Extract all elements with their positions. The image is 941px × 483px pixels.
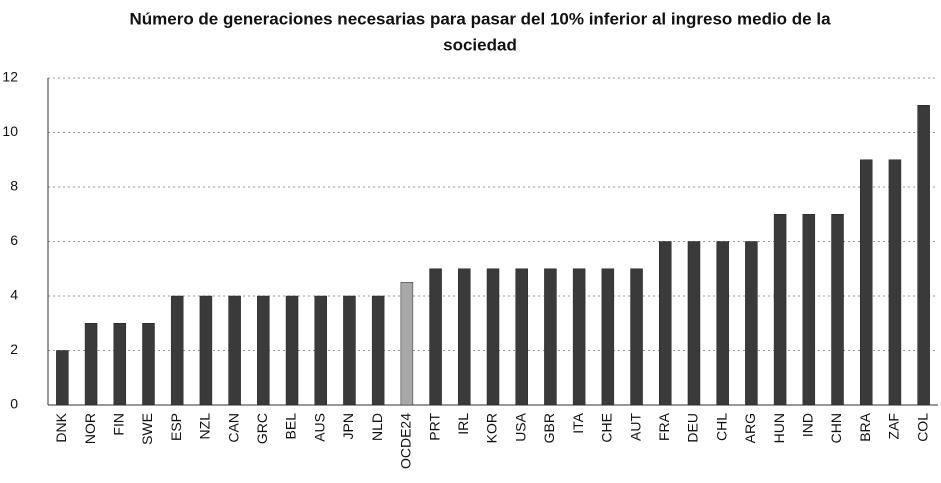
- x-tick-label: CHL: [713, 413, 729, 441]
- bar: [802, 214, 816, 406]
- x-tick-label: ESP: [168, 413, 184, 441]
- x-tick-label: IND: [800, 413, 816, 437]
- bar: [257, 295, 270, 406]
- bar: [314, 295, 327, 406]
- x-tick-label: CAN: [225, 413, 241, 443]
- bar: [228, 295, 241, 406]
- y-tick-label: 2: [10, 341, 18, 357]
- bar: [142, 323, 155, 406]
- x-tick-label: CHE: [599, 413, 615, 443]
- x-tick-label: FIN: [110, 413, 126, 436]
- x-tick-label: BRA: [857, 412, 873, 441]
- bar: [458, 268, 471, 406]
- bar: [687, 241, 701, 406]
- bar: [572, 268, 586, 406]
- bar: [285, 295, 299, 406]
- x-tick-label: OCDE24: [398, 413, 414, 469]
- x-tick-label: NLD: [369, 413, 385, 441]
- x-tick-label: GRC: [254, 413, 270, 444]
- x-tick-label: NZL: [197, 413, 213, 440]
- bar: [199, 295, 213, 406]
- x-tick-label: DEU: [685, 413, 701, 443]
- bar: [371, 295, 385, 406]
- bar: [831, 214, 844, 406]
- chart-title: sociedad: [443, 35, 517, 54]
- bar: [773, 214, 787, 406]
- y-tick-label: 4: [10, 287, 18, 303]
- bar: [429, 268, 442, 406]
- y-tick-label: 12: [2, 69, 18, 85]
- x-tick-label: COL: [914, 413, 930, 442]
- x-tick-label: JPN: [340, 413, 356, 439]
- x-tick-label: AUS: [311, 413, 327, 442]
- y-tick-label: 6: [10, 232, 18, 248]
- bar: [659, 241, 672, 406]
- x-tick-label: AUT: [627, 413, 643, 441]
- x-tick-label: CHN: [828, 413, 844, 443]
- bar: [113, 323, 127, 406]
- bar: [716, 241, 729, 406]
- x-tick-label: BEL: [283, 413, 299, 440]
- y-tick-label: 8: [10, 178, 18, 194]
- bar: [343, 295, 356, 406]
- bar: [745, 241, 758, 406]
- x-tick-label: PRT: [426, 413, 442, 441]
- bar: [544, 268, 557, 406]
- x-tick-label: KOR: [484, 413, 500, 443]
- bar: [486, 268, 500, 406]
- x-tick-label: ARG: [742, 413, 758, 443]
- bar: [84, 323, 98, 406]
- x-tick-label: FRA: [656, 412, 672, 441]
- x-tick-label: GBR: [541, 413, 557, 443]
- y-tick-label: 0: [10, 396, 18, 412]
- bar: [170, 295, 184, 406]
- x-tick-label: NOR: [82, 413, 98, 444]
- chart-title: Número de generaciones necesarias para p…: [129, 9, 831, 28]
- bar: [400, 282, 414, 406]
- x-tick-label: ITA: [570, 412, 586, 433]
- x-tick-label: ZAF: [886, 413, 902, 439]
- x-tick-label: IRL: [455, 413, 471, 435]
- bar: [917, 105, 930, 406]
- bar: [515, 268, 528, 406]
- bar: [56, 350, 69, 406]
- x-tick-label: SWE: [139, 413, 155, 445]
- y-tick-label: 10: [2, 123, 18, 139]
- bar: [630, 268, 643, 406]
- x-tick-label: HUN: [771, 413, 787, 443]
- x-tick-label: DNK: [53, 412, 69, 442]
- bar: [888, 159, 902, 406]
- bar: [601, 268, 615, 406]
- bar: [859, 159, 873, 406]
- x-tick-label: USA: [512, 412, 528, 441]
